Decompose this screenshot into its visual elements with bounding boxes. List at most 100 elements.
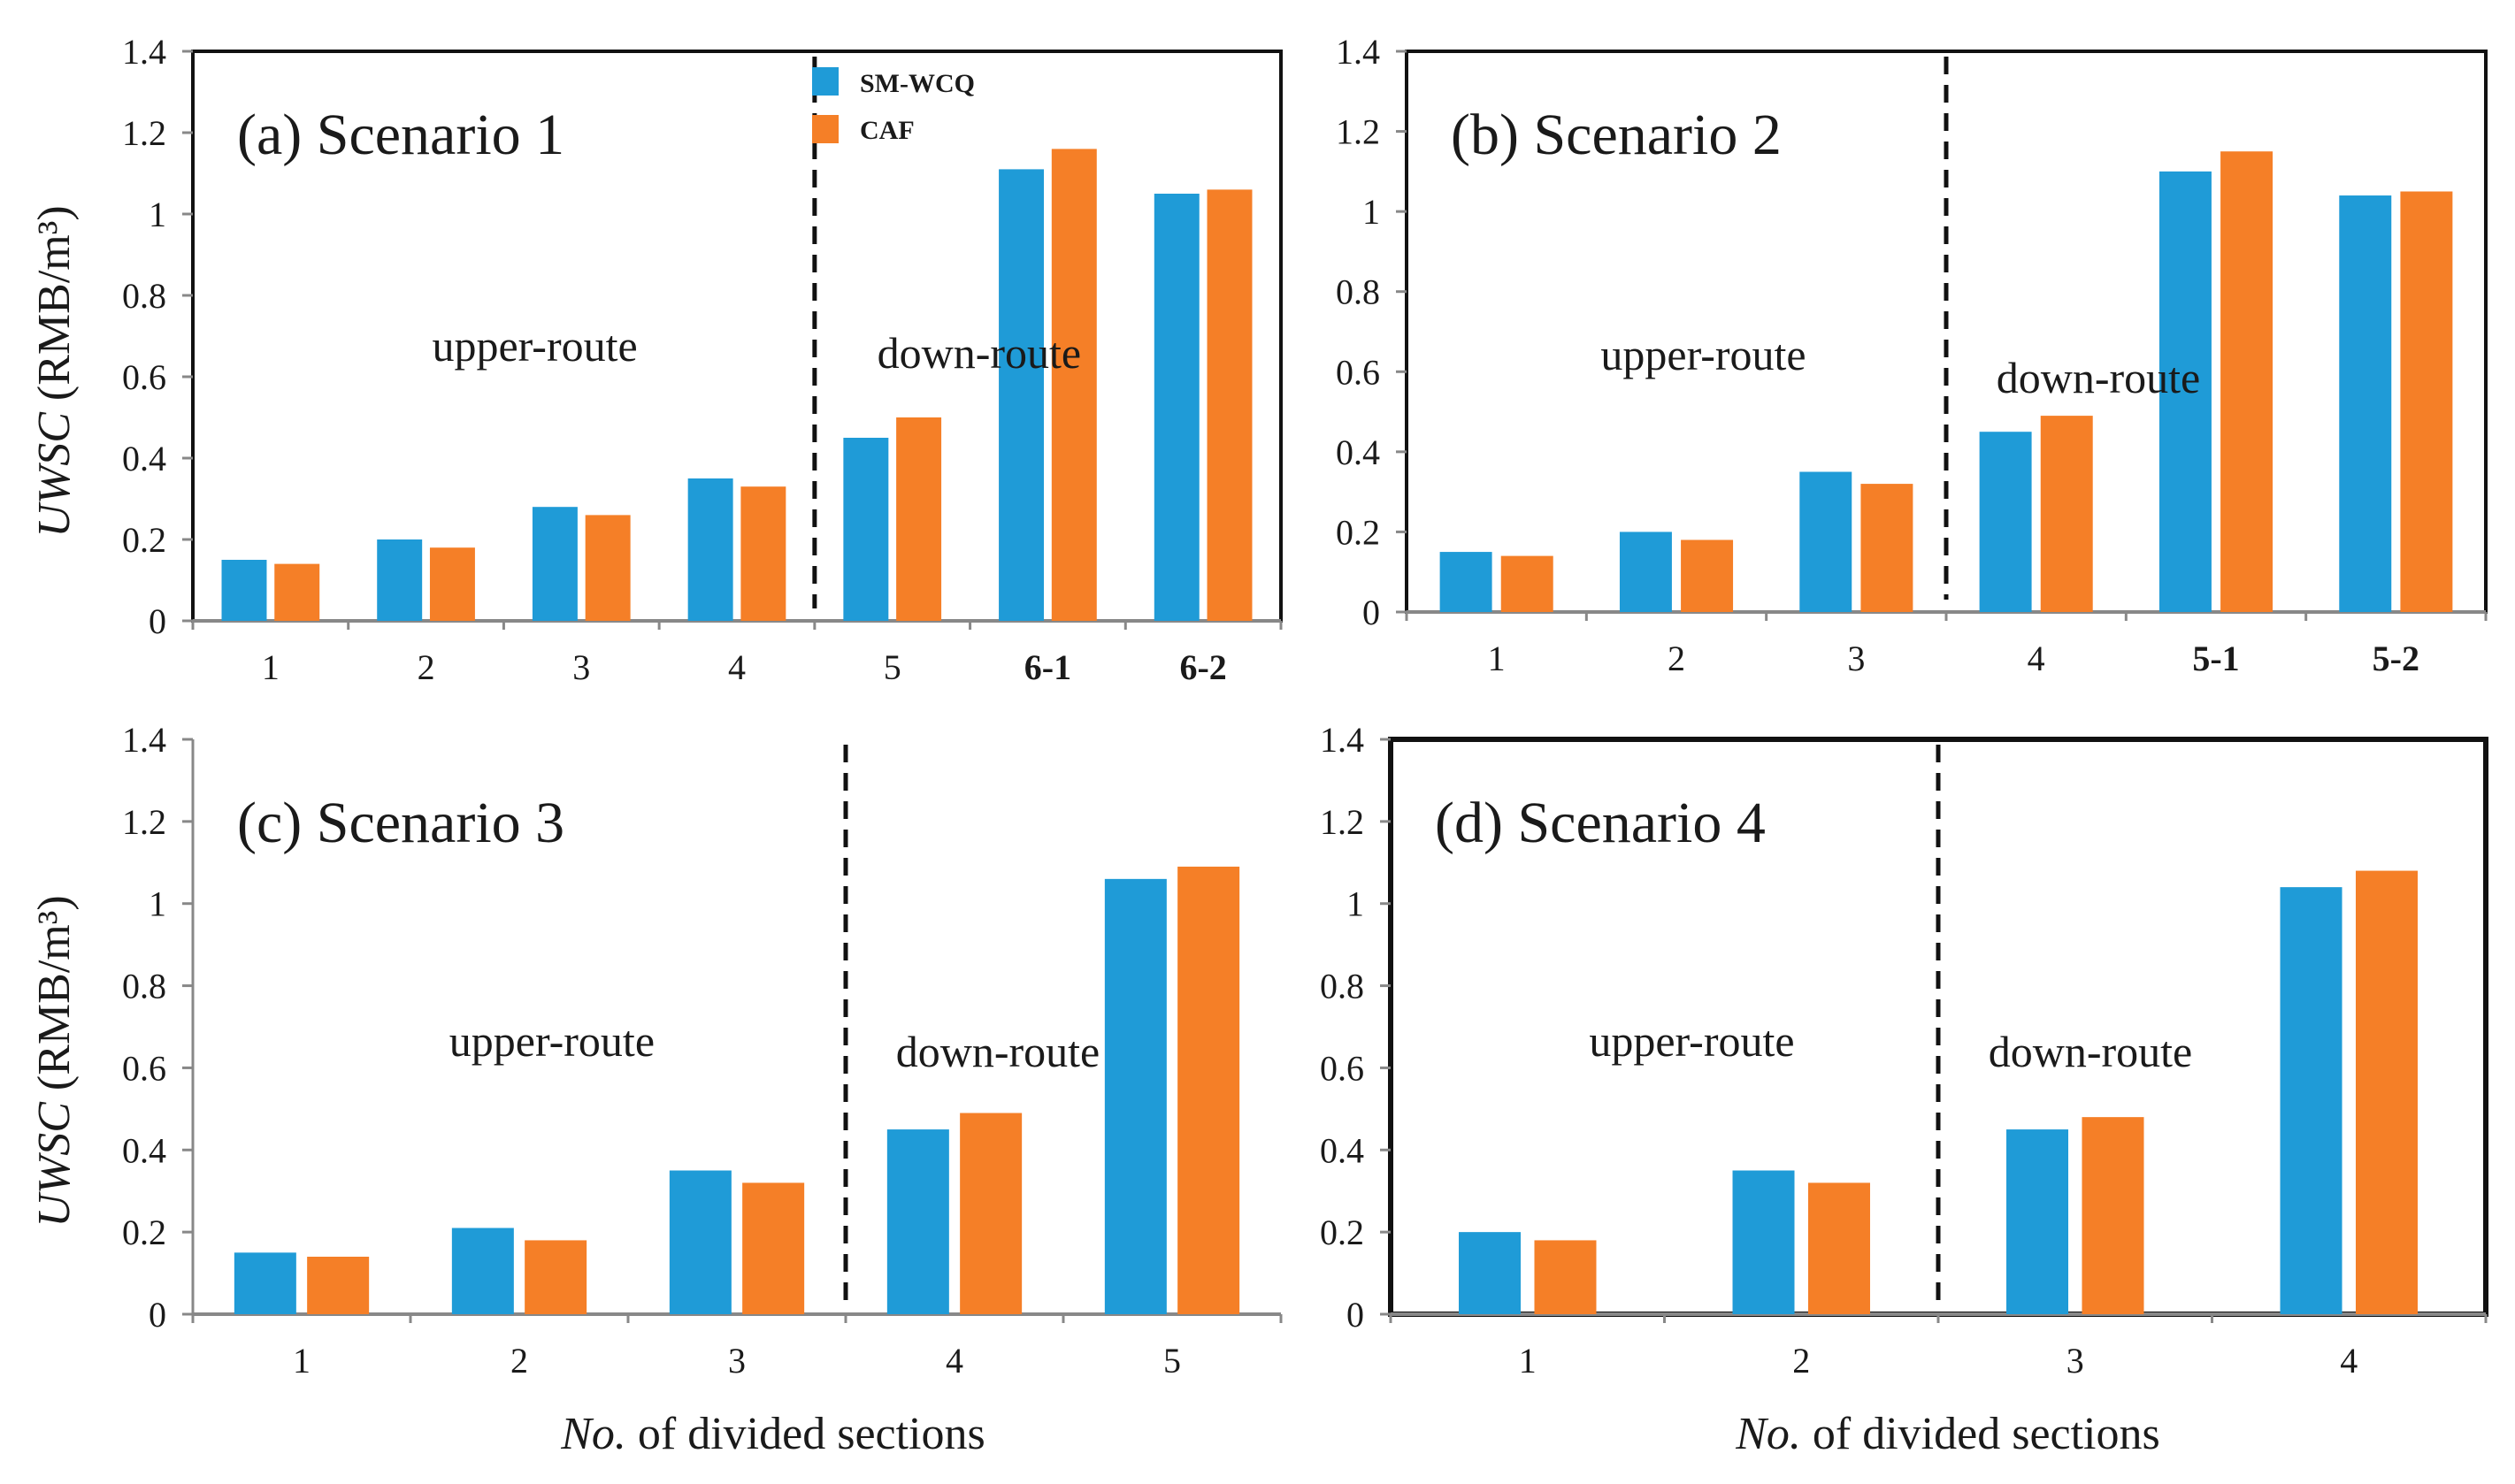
bar-caf [1500, 555, 1553, 612]
y-tick-label: 1 [1362, 192, 1380, 232]
x-tick-label: 5-1 [2192, 639, 2239, 678]
y-tick-label: 0.6 [1320, 1048, 1364, 1088]
legend-swatch-sm-wcq [812, 67, 839, 96]
y-tick-label: 1.4 [1320, 720, 1364, 760]
y-tick-label: 1.2 [1320, 802, 1364, 842]
bar-caf [2040, 416, 2093, 612]
x-tick-label: 2 [1668, 639, 1685, 678]
x-tick-label: 1 [1519, 1341, 1537, 1381]
y-tick-label: 0.6 [122, 357, 166, 397]
y-tick-label: 0.2 [122, 520, 166, 560]
x-tick-label: 5 [884, 647, 901, 687]
y-tick-label: 0.4 [1336, 432, 1380, 472]
panel-c: 0 0.2 0.4 0.6 0.8 1 1.2 1.4 1 2 3 4 5 (c) Scenario 3 u… [122, 720, 1283, 1381]
x-tick-label: 4 [2340, 1341, 2358, 1381]
y-axis-title-bottom: UWSC (RMB/m³) [29, 895, 80, 1227]
bar-sm-wcq [1979, 432, 2032, 612]
bar-sm-wcq [669, 1170, 732, 1314]
panel-title: (b) Scenario 2 [1451, 103, 1782, 167]
bar-sm-wcq [1619, 532, 1672, 612]
y-tick-label: 0.8 [1336, 272, 1380, 312]
y-tick-label: 0.2 [1320, 1212, 1364, 1252]
x-tick-label: 5-2 [2373, 639, 2419, 678]
bar-sm-wcq [886, 1129, 949, 1314]
x-tick-label: 1 [1488, 639, 1506, 678]
y-tick-label: 1.2 [1336, 112, 1380, 152]
bar-sm-wcq [2339, 195, 2392, 612]
bar-caf [896, 417, 942, 621]
x-tick-label: 3 [572, 647, 590, 687]
y-tick-label: 1.4 [122, 720, 166, 760]
bar-caf [1681, 539, 1734, 612]
x-tick-label: 5 [1163, 1341, 1181, 1381]
down-route-label: down-route [896, 1027, 1100, 1076]
bar-sm-wcq [999, 169, 1045, 621]
panel-d: 0 0.2 0.4 0.6 0.8 1 1.2 1.4 1 2 3 4 (d) Scenario 4 up… [1320, 720, 2488, 1381]
x-tick-label: 4 [2028, 639, 2045, 678]
x-axis-title-right: No. of divided sections [1735, 1409, 2160, 1459]
x-tick-label: 1 [262, 647, 280, 687]
bar-sm-wcq [1732, 1170, 1795, 1314]
panels: 0 0.2 0.4 0.6 0.8 1 1.2 1.4 1 2 3 4 5 6-1 6-2 (a) Scena… [122, 32, 2488, 1381]
y-axis-title-top: UWSC (RMB/m³) [29, 205, 80, 537]
bar-sm-wcq [532, 507, 578, 621]
bar-sm-wcq [1799, 471, 1852, 612]
bar-sm-wcq [1459, 1232, 1522, 1314]
bar-caf [1177, 866, 1240, 1314]
panel-title: (a) Scenario 1 [237, 103, 564, 167]
down-route-label: down-route [1997, 353, 2201, 402]
x-tick-label: 3 [1847, 639, 1865, 678]
y-tick-label: 0.2 [122, 1212, 166, 1252]
bar-sm-wcq [843, 438, 889, 621]
bar-sm-wcq [234, 1252, 296, 1314]
panel-title: (d) Scenario 4 [1435, 791, 1766, 855]
bar-sm-wcq [1154, 194, 1200, 621]
legend-label-sm-wcq: SM-WCQ [860, 69, 975, 98]
upper-route-label: upper-route [432, 321, 637, 371]
x-tick-label: 2 [1792, 1341, 1810, 1381]
y-tick-label: 0.4 [122, 439, 166, 478]
upper-route-label: upper-route [1600, 330, 1806, 379]
y-tick-label: 1 [149, 195, 166, 234]
y-tick-label: 0.6 [1336, 352, 1380, 392]
panel-b: 0 0.2 0.4 0.6 0.8 1 1.2 1.4 1 2 3 4 5-1 5-2 (b) Scenar… [1336, 32, 2488, 678]
y-tick-label: 1.2 [122, 802, 166, 842]
legend-swatch-caf [812, 115, 839, 143]
panel-title: (c) Scenario 3 [237, 791, 564, 855]
bar-sm-wcq [2280, 887, 2342, 1314]
bar-caf [525, 1240, 587, 1314]
y-tick-label: 0 [149, 601, 166, 641]
panel-a: 0 0.2 0.4 0.6 0.8 1 1.2 1.4 1 2 3 4 5 6-1 6-2 (a) Scena… [122, 32, 1283, 687]
y-tick-label: 0 [1362, 593, 1380, 632]
bar-sm-wcq [377, 539, 423, 621]
x-tick-label: 6-1 [1024, 647, 1071, 687]
bar-caf [1051, 149, 1097, 621]
bar-caf [742, 1182, 805, 1314]
y-tick-label: 0 [1346, 1295, 1364, 1335]
y-tick-label: 0.8 [122, 276, 166, 316]
bar-caf [307, 1257, 370, 1314]
y-tick-label: 0 [149, 1295, 166, 1335]
upper-route-label: upper-route [1589, 1016, 1794, 1066]
bar-caf [2082, 1117, 2144, 1314]
bar-caf [429, 547, 475, 621]
bar-sm-wcq [1439, 552, 1492, 612]
x-tick-label: 6-2 [1179, 647, 1226, 687]
down-route-label: down-route [1989, 1027, 2193, 1076]
x-tick-label: 2 [418, 647, 435, 687]
y-tick-label: 0.8 [122, 967, 166, 1006]
x-tick-label: 3 [728, 1341, 746, 1381]
y-tick-label: 1 [149, 884, 166, 924]
bar-caf [2355, 870, 2418, 1314]
legend-label-caf: CAF [860, 116, 915, 145]
y-tick-label: 0.6 [122, 1048, 166, 1088]
bar-caf [1207, 189, 1253, 621]
x-axis-title-left: No. of divided sections [560, 1409, 985, 1459]
bar-caf [274, 563, 320, 621]
y-tick-label: 1.2 [122, 113, 166, 153]
y-tick-label: 1.4 [1336, 32, 1380, 72]
bar-sm-wcq [1104, 878, 1167, 1314]
y-tick-label: 0.4 [122, 1130, 166, 1170]
y-tick-label: 0.8 [1320, 967, 1364, 1006]
bar-caf [2220, 151, 2273, 612]
